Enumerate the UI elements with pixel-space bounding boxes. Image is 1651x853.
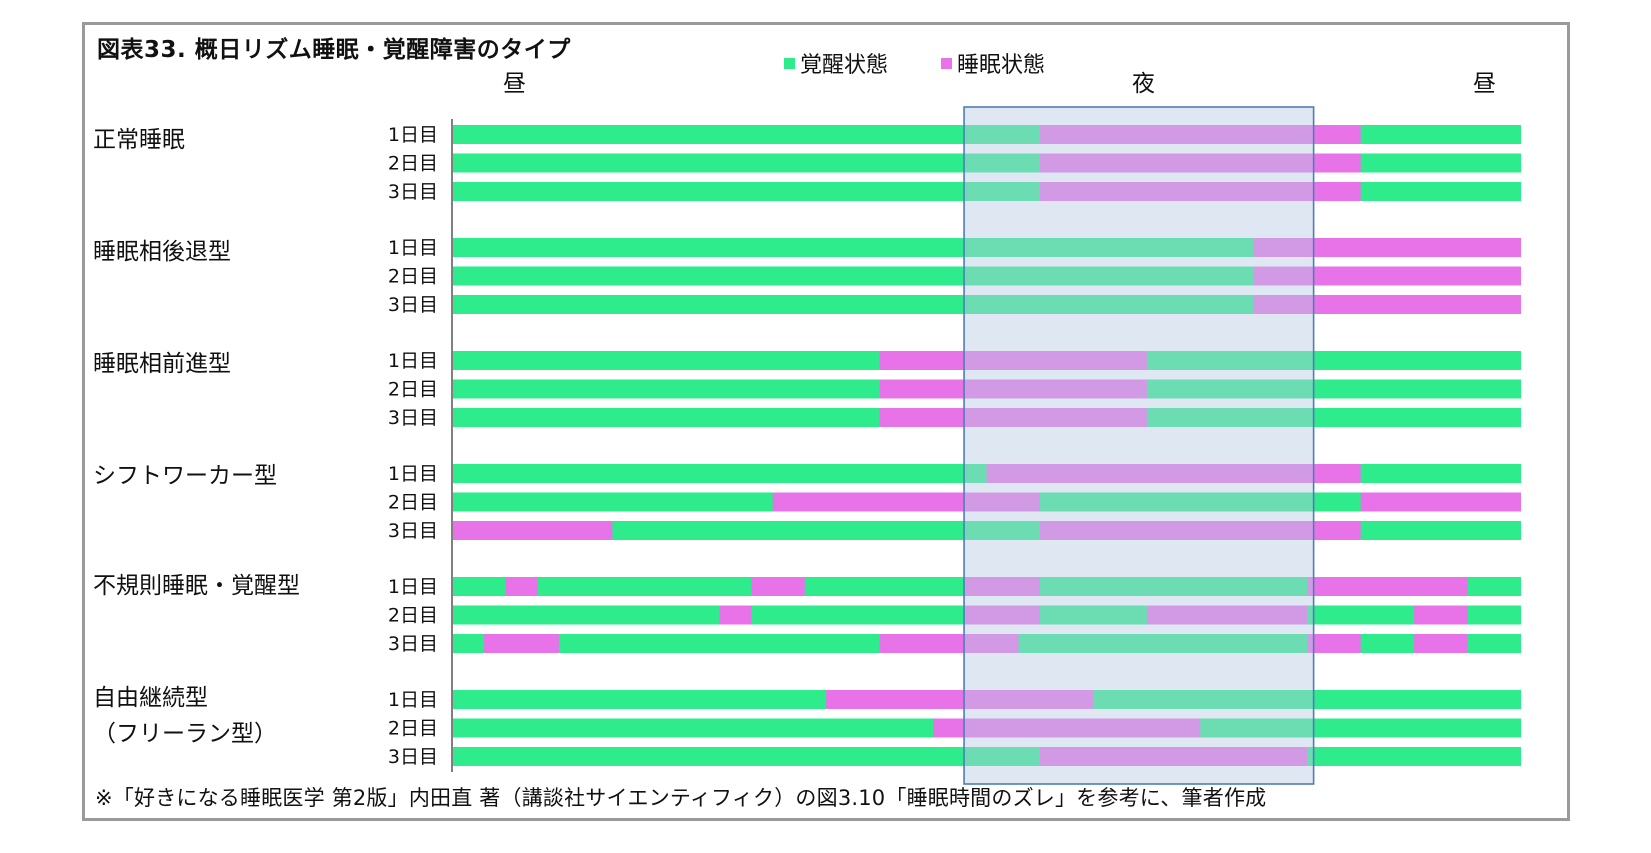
sleep-segment	[1039, 125, 1361, 144]
sleep-segment	[1253, 295, 1521, 314]
sleep-segment	[772, 492, 1040, 512]
period-day-right: 昼	[1473, 71, 1496, 97]
sleep-segment	[986, 464, 1361, 483]
sleep-segment	[965, 605, 1040, 625]
sleep-segment	[933, 718, 1201, 738]
day-label: 1日目	[388, 689, 438, 711]
period-night: 夜	[1132, 71, 1155, 97]
legend-sleep-swatch	[941, 57, 952, 69]
sleep-segment	[1307, 577, 1468, 596]
day-label: 3日目	[388, 633, 438, 655]
legend-sleep: 睡眠状態	[941, 47, 1045, 79]
day-label: 2日目	[388, 605, 438, 627]
sleep-segment	[965, 577, 1040, 596]
sleep-segment	[1307, 634, 1361, 653]
day-label: 3日目	[388, 294, 438, 316]
group-label-normal: 正常睡眠	[93, 127, 185, 153]
sleep-segment	[452, 521, 613, 540]
day-label: 3日目	[388, 746, 438, 768]
sleep-segment	[719, 605, 752, 625]
chart-title: 図表33. 概日リズム睡眠・覚醒障害のタイプ	[97, 37, 571, 63]
sleep-segment	[1414, 605, 1468, 625]
sleep-segment	[1039, 182, 1361, 201]
group-label-free-running-sub: （フリーラン型）	[93, 721, 277, 747]
legend-awake-label: 覚醒状態	[800, 53, 889, 78]
sleep-segment	[879, 379, 1147, 399]
day-label: 2日目	[388, 492, 438, 514]
night-band	[963, 106, 1315, 785]
sleep-segment	[879, 634, 1019, 653]
sleep-segment	[1253, 238, 1521, 257]
day-label: 1日目	[388, 350, 438, 372]
sleep-segment	[1039, 153, 1361, 173]
day-label: 1日目	[388, 463, 438, 485]
sleep-segment	[1039, 521, 1361, 540]
footnote: ※「好きになる睡眠医学 第2版」内田直 著（講談社サイエンティフィク）の図3.1…	[95, 786, 1267, 810]
sleep-segment	[879, 351, 1147, 370]
group-label-shift-worker: シフトワーカー型	[93, 463, 277, 489]
sleep-segment	[751, 577, 805, 596]
sleep-segment	[826, 690, 1094, 709]
day-label: 2日目	[388, 379, 438, 401]
group-label-delayed: 睡眠相後退型	[93, 239, 231, 265]
sleep-segment	[484, 634, 559, 653]
day-label: 3日目	[388, 407, 438, 429]
day-label: 2日目	[388, 266, 438, 288]
legend-sleep-label: 睡眠状態	[957, 53, 1046, 78]
group-label-advanced: 睡眠相前進型	[93, 351, 231, 377]
sleep-segment	[1414, 634, 1468, 653]
sleep-segment	[1039, 747, 1308, 766]
sleep-segment	[505, 577, 538, 596]
day-label: 2日目	[388, 153, 438, 175]
period-day-left: 昼	[503, 71, 526, 97]
day-label: 1日目	[388, 237, 438, 259]
sleep-segment	[1253, 266, 1521, 286]
day-label: 3日目	[388, 181, 438, 203]
day-label: 3日目	[388, 520, 438, 542]
day-label: 1日目	[388, 124, 438, 146]
legend-awake: 覚醒状態	[784, 47, 888, 79]
sleep-segment	[1146, 605, 1308, 625]
group-label-free-running: 自由継続型	[93, 685, 208, 711]
day-label: 2日目	[388, 718, 438, 740]
sleep-segment	[879, 408, 1147, 427]
group-label-irregular: 不規則睡眠・覚醒型	[93, 573, 300, 599]
legend-awake-swatch	[784, 57, 795, 69]
sleep-segment	[1360, 492, 1521, 512]
day-label: 1日目	[388, 576, 438, 598]
